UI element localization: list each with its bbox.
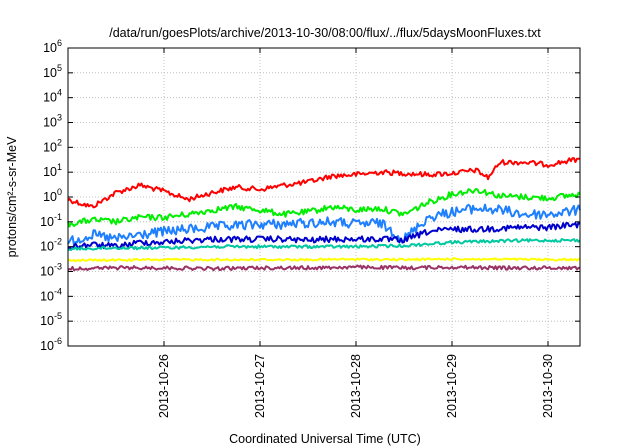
- series-line: [67, 264, 580, 272]
- y-tick-label: 10-3: [40, 262, 62, 279]
- x-tick-label: 2013-10-30: [541, 354, 555, 418]
- x-tick-label: 2013-10-27: [253, 354, 267, 418]
- y-tick-label: 10-4: [40, 286, 62, 303]
- chart-title: /data/run/goesPlots/archive/2013-10-30/0…: [109, 26, 541, 40]
- x-tick-label: 2013-10-29: [445, 354, 459, 418]
- y-tick-label: 10-6: [40, 336, 62, 353]
- y-axis: 10-6 10-5 10-4 10-3 10-2 10-1 100 101 102 103 104 1…: [40, 38, 580, 353]
- series-line: [67, 157, 580, 209]
- y-tick-label: 106: [43, 38, 62, 55]
- y-tick-label: 101: [43, 162, 62, 179]
- series-line: [67, 187, 581, 228]
- series-line: [67, 238, 581, 252]
- y-tick-label: 10-2: [40, 237, 62, 254]
- y-tick-label: 10-1: [40, 212, 62, 229]
- grid: [68, 48, 580, 346]
- x-axis-label: Coordinated Universal Time (UTC): [229, 432, 421, 446]
- y-axis-label: protons/cm²-s-sr-MeV: [5, 136, 19, 258]
- y-tick-label: 100: [43, 187, 62, 204]
- y-tick-label: 104: [43, 88, 62, 105]
- x-tick-label: 2013-10-28: [349, 354, 363, 418]
- y-tick-label: 102: [43, 137, 62, 154]
- series-line: [67, 203, 581, 247]
- x-axis: 2013-10-26 2013-10-27 2013-10-28 2013-10-29…: [157, 48, 555, 418]
- y-tick-label: 103: [43, 113, 62, 130]
- y-tick-label: 10-5: [40, 311, 62, 328]
- plot-area: [67, 157, 581, 272]
- x-tick-label: 2013-10-26: [157, 354, 171, 418]
- series-line: [67, 221, 581, 250]
- series-line: [67, 257, 581, 263]
- y-tick-label: 105: [43, 63, 62, 80]
